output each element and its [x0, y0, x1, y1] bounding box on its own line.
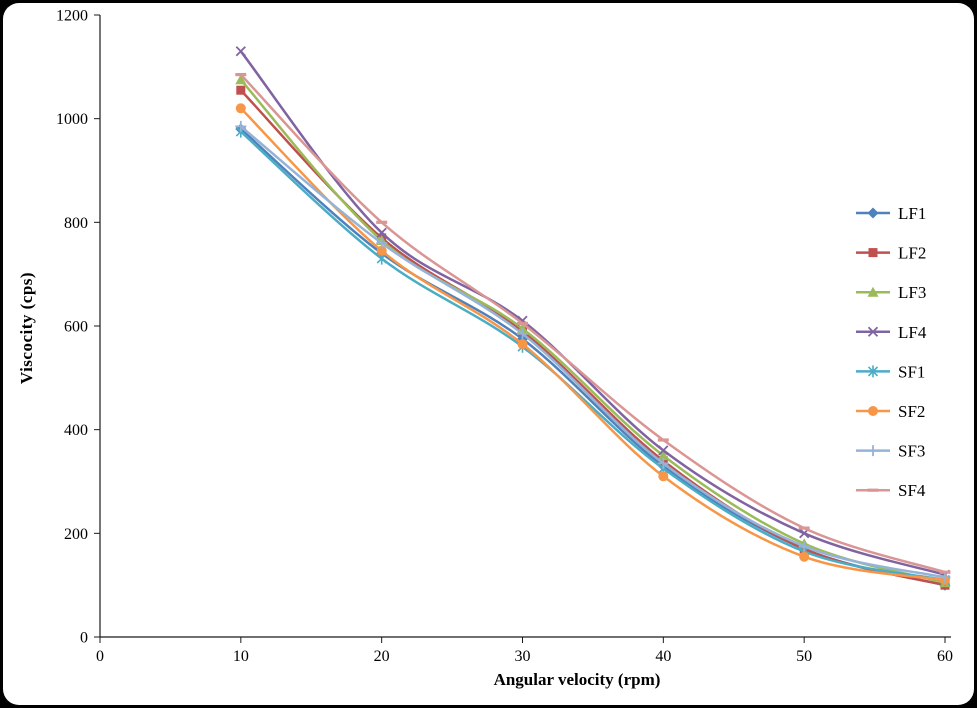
legend-item-LF1: LF1: [856, 204, 926, 223]
x-tick-label: 20: [374, 648, 390, 665]
y-tick-label: 1200: [56, 8, 88, 25]
y-tick-label: 400: [64, 422, 88, 439]
diamond-marker: [867, 207, 879, 219]
chart-background: [3, 3, 974, 705]
series-SF1: [235, 125, 951, 586]
legend-item-SF1: SF1: [856, 362, 925, 381]
legend: LF1 LF2 LF3 LF4 SF1 SF2 SF3 SF4: [856, 204, 927, 500]
circle-marker: [517, 339, 528, 350]
square-marker: [236, 85, 246, 95]
y-tick-label: 1000: [56, 111, 88, 128]
legend-label: LF2: [898, 244, 926, 263]
legend-item-SF3: SF3: [856, 442, 925, 461]
plus-marker: [517, 328, 528, 340]
triangle-marker: [657, 450, 669, 461]
legend-label: SF4: [898, 481, 926, 500]
x-tick-label: 0: [96, 648, 104, 665]
plus-marker: [798, 540, 810, 552]
circle-marker: [376, 245, 387, 256]
circle-marker: [235, 103, 246, 114]
x-marker: [376, 227, 387, 238]
y-axis-title: Viscocity (cps): [17, 271, 36, 385]
plus-marker: [235, 120, 247, 132]
x-marker: [867, 326, 879, 337]
circle-marker: [868, 406, 878, 416]
plus-marker: [376, 237, 388, 249]
legend-item-SF2: SF2: [856, 402, 925, 421]
y-tick-label: 200: [64, 526, 88, 543]
series-SF4: [235, 72, 951, 574]
y-tick-label: 0: [80, 630, 88, 647]
legend-item-LF2: LF2: [856, 244, 926, 263]
legend-label: SF1: [898, 362, 925, 381]
asterisk-marker: [867, 365, 879, 378]
triangle-marker: [235, 74, 247, 85]
series-SF2: [235, 103, 950, 585]
y-tick-label: 600: [64, 319, 88, 336]
series-LF1: [235, 123, 951, 591]
x-tick-label: 60: [937, 648, 953, 665]
series-LF2: [236, 85, 950, 590]
legend-item-LF4: LF4: [856, 323, 927, 342]
plus-marker: [657, 457, 669, 469]
y-tick-label: 800: [64, 215, 88, 232]
legend-label: LF1: [898, 204, 926, 223]
legend-item-SF4: SF4: [856, 481, 926, 500]
plus-marker: [867, 445, 879, 457]
x-tick-label: 30: [515, 648, 531, 665]
series-SF3: [235, 120, 951, 583]
x-tick-label: 10: [233, 648, 249, 665]
x-marker: [235, 46, 246, 57]
circle-marker: [658, 471, 669, 482]
legend-label: SF2: [898, 402, 925, 421]
triangle-marker: [867, 286, 879, 297]
x-marker: [658, 445, 669, 456]
circle-marker: [799, 551, 810, 562]
square-marker: [868, 248, 878, 258]
legend-item-LF3: LF3: [856, 283, 926, 302]
x-axis-title: Angular velocity (rpm): [493, 670, 661, 689]
legend-label: LF3: [898, 283, 926, 302]
legend-label: SF3: [898, 442, 925, 461]
series-LF4: [235, 46, 951, 580]
series-LF3: [235, 74, 951, 588]
x-tick-label: 50: [796, 648, 812, 665]
x-tick-label: 40: [655, 648, 671, 665]
legend-label: LF4: [898, 323, 927, 342]
